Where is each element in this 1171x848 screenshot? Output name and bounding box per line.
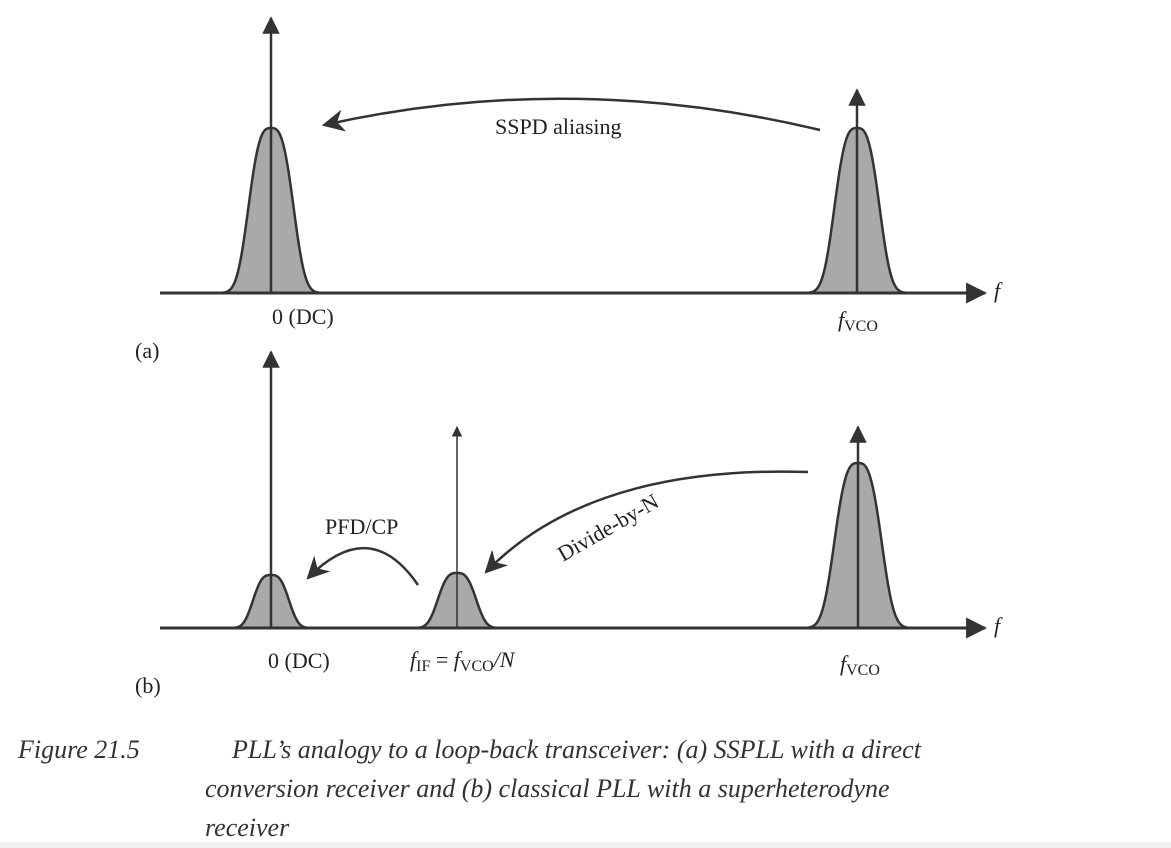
- panel-a: SSPD aliasing f 0 (DC) fVCO (a): [135, 16, 1003, 363]
- dc-label: 0 (DC): [268, 648, 330, 673]
- caption-line-1: PLL’s analogy to a loop-back transceiver…: [232, 735, 921, 764]
- panel-label-b: (b): [135, 673, 161, 698]
- dc-label: 0 (DC): [272, 304, 334, 329]
- spectrum-diagram: SSPD aliasing f 0 (DC) fVCO (a) PFD/CP D…: [135, 16, 1003, 698]
- axis-label-f: f: [994, 278, 1003, 303]
- vco-label: fVCO: [838, 307, 878, 335]
- bottom-border: [0, 842, 1171, 848]
- divide-by-n-arrow: [484, 470, 809, 574]
- sspd-aliasing-label: SSPD aliasing: [495, 114, 622, 139]
- panel-b: PFD/CP Divide-by-N f 0 (DC) fIF = fVCO/N…: [135, 350, 1003, 698]
- pfd-cp-arrow: [306, 546, 420, 586]
- vco-label: fVCO: [840, 651, 880, 679]
- caption-line-3: receiver: [205, 813, 290, 842]
- panel-label-a: (a): [135, 338, 159, 363]
- caption-number: Figure 21.5: [18, 735, 140, 764]
- if-label: fIF = fVCO/N: [410, 647, 516, 675]
- sspd-aliasing-arrow: [321, 97, 821, 132]
- divide-by-n-label: Divide-by-N: [553, 488, 663, 566]
- caption-line-2: conversion receiver and (b) classical PL…: [205, 774, 890, 803]
- pfd-cp-label: PFD/CP: [325, 514, 398, 539]
- axis-label-f: f: [994, 613, 1003, 638]
